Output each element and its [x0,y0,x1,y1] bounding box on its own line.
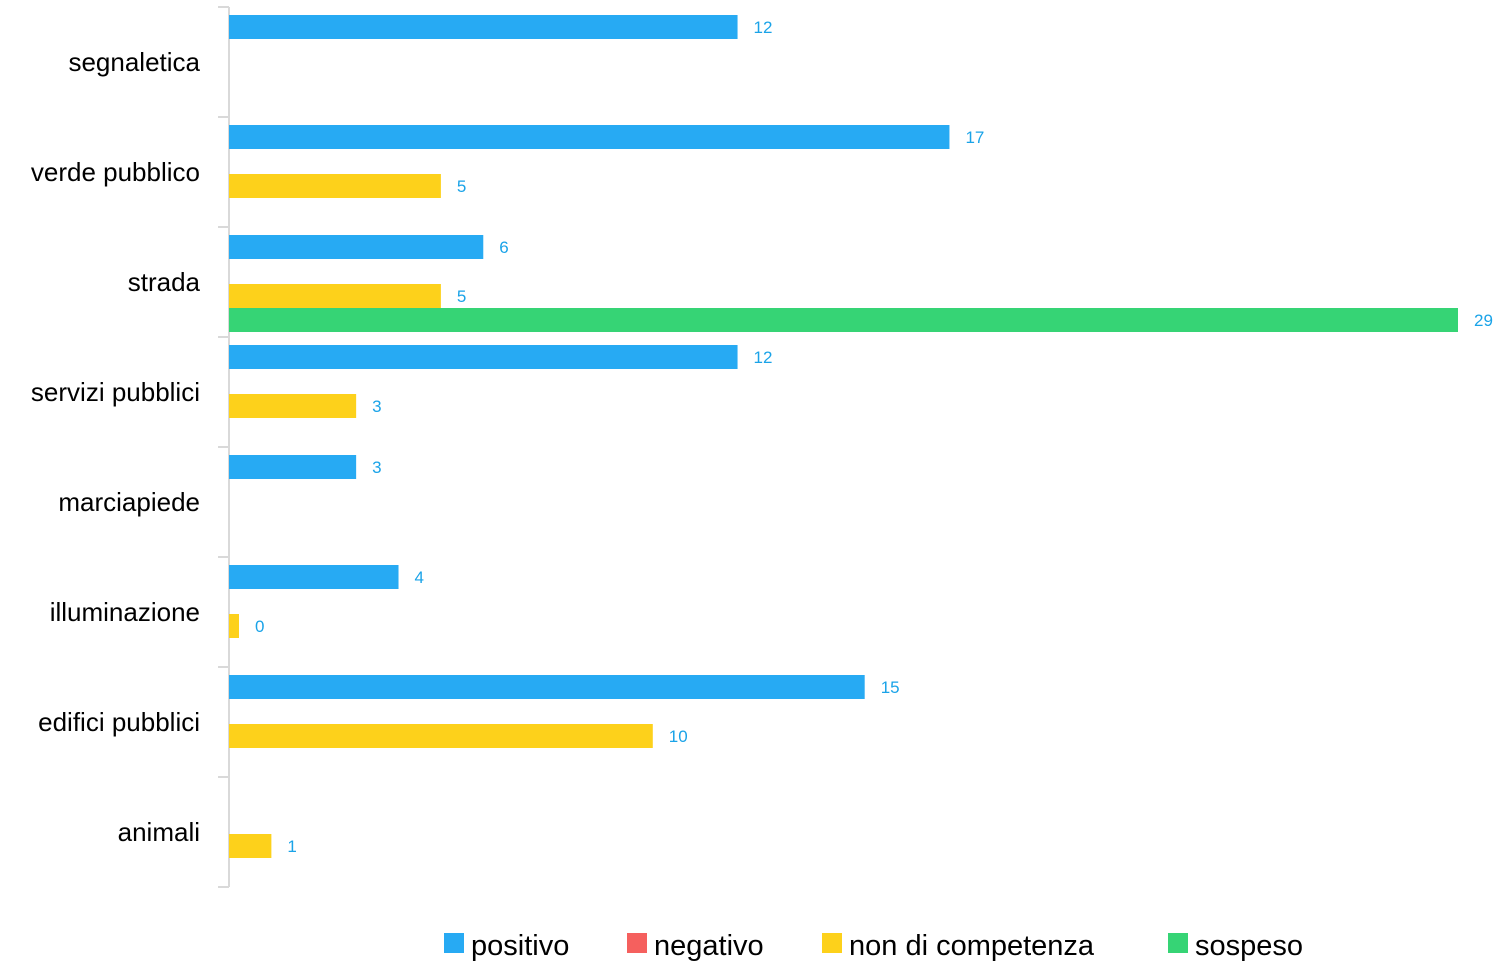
axis-layer [218,6,230,888]
category-label-animali: animali [118,817,200,847]
data-label-positivo-servizi-pubblici: 12 [754,348,773,367]
bars-layer [229,15,1458,858]
bar-non-di-competenza-illuminazione [229,614,239,638]
legend-item-sospeso: sospeso [1168,930,1303,962]
legend-item-positivo: positivo [444,930,569,962]
data-label-non-di-competenza-animali: 1 [287,837,296,856]
data-label-non-di-competenza-strada: 5 [457,287,466,306]
data-label-positivo-segnaletica: 12 [754,18,773,37]
bar-positivo-verde-pubblico [229,125,950,149]
data-label-positivo-verde-pubblico: 17 [965,128,984,147]
legend-swatch-non-di-competenza [822,933,842,953]
data-label-sospeso-strada: 29 [1474,311,1493,330]
legend-swatch-positivo [444,933,464,953]
bar-positivo-servizi-pubblici [229,345,738,369]
bar-positivo-segnaletica [229,15,738,39]
data-label-non-di-competenza-illuminazione: 0 [255,617,264,636]
legend-swatch-sospeso [1168,933,1188,953]
data-label-non-di-competenza-verde-pubblico: 5 [457,177,466,196]
category-label-edifici-pubblici: edifici pubblici [38,707,200,737]
bar-non-di-competenza-animali [229,834,272,858]
legend: positivo negativo non di competenza sospeso [444,930,1303,962]
data-label-positivo-strada: 6 [499,238,508,257]
legend-label-sospeso: sospeso [1195,930,1303,962]
category-label-segnaletica: segnaletica [68,47,200,77]
legend-label-positivo: positivo [471,930,569,962]
data-label-non-di-competenza-servizi-pubblici: 3 [372,397,381,416]
category-label-strada: strada [128,267,201,297]
legend-item-non-di-competenza: non di competenza [822,930,1095,962]
legend-item-negativo: negativo [627,930,764,962]
legend-label-non-di-competenza: non di competenza [849,930,1095,962]
legend-swatch-negativo [627,933,647,953]
bar-positivo-strada [229,235,484,259]
data-label-non-di-competenza-edifici-pubblici: 10 [669,727,688,746]
bar-non-di-competenza-edifici-pubblici [229,724,653,748]
data-label-positivo-edifici-pubblici: 15 [881,678,900,697]
legend-label-negativo: negativo [654,930,764,962]
bar-positivo-illuminazione [229,565,399,589]
category-label-verde-pubblico: verde pubblico [31,157,200,187]
bar-non-di-competenza-verde-pubblico [229,174,441,198]
bar-sospeso-strada [229,308,1458,332]
data-label-positivo-marciapiede: 3 [372,458,381,477]
category-label-illuminazione: illuminazione [50,597,200,627]
bar-non-di-competenza-strada [229,284,441,308]
category-label-servizi-pubblici: servizi pubblici [31,377,200,407]
labels-layer: segnaletica verde pubblico strada servizi p… [31,18,1493,856]
category-label-marciapiede: marciapiede [58,487,200,517]
bar-non-di-competenza-servizi-pubblici [229,394,357,418]
bar-positivo-edifici-pubblici [229,675,865,699]
bar-positivo-marciapiede [229,455,357,479]
data-label-positivo-illuminazione: 4 [415,568,424,587]
